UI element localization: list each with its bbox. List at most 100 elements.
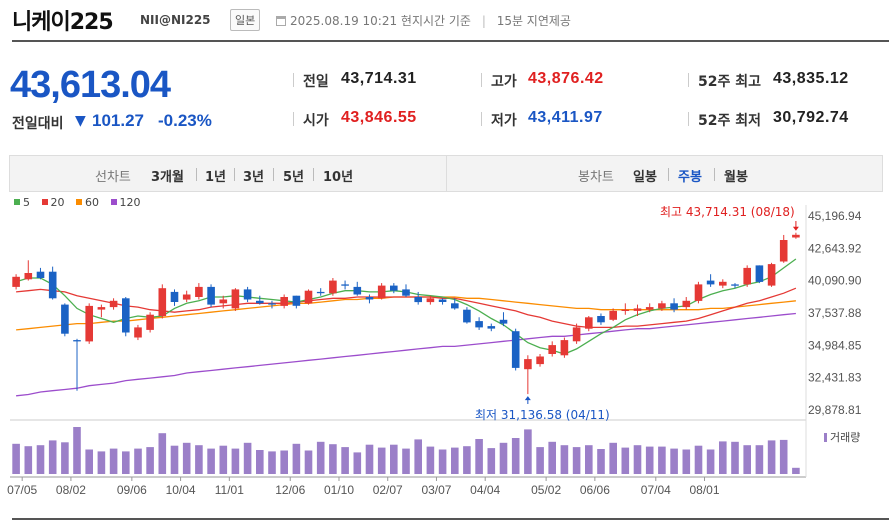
candle-body bbox=[97, 307, 106, 310]
ma-line-60 bbox=[16, 296, 796, 331]
volume-bar bbox=[487, 448, 496, 474]
volume-bar bbox=[414, 439, 422, 474]
tab-period-10y[interactable]: 10년 bbox=[323, 170, 354, 185]
volume-bar bbox=[572, 447, 581, 474]
candle-body bbox=[463, 309, 471, 323]
stat-value-prev: 43,714.31 bbox=[341, 70, 417, 87]
stat-separator bbox=[481, 112, 482, 126]
volume-bar bbox=[231, 448, 240, 474]
x-tick-label: 12/06 bbox=[275, 483, 305, 497]
volume-bar bbox=[633, 445, 642, 474]
tab-weekly[interactable]: 주봉 bbox=[678, 170, 702, 185]
volume-bar bbox=[694, 445, 703, 474]
volume-bar bbox=[767, 440, 776, 474]
x-tick-label: 09/06 bbox=[117, 483, 147, 497]
candle-body bbox=[182, 294, 191, 300]
volume-bar bbox=[353, 452, 362, 474]
stat-label-open: 시가 bbox=[303, 113, 329, 129]
low-annotation: 최저 31,136.58 (04/11) bbox=[475, 408, 610, 422]
ma-line-120 bbox=[16, 312, 796, 397]
x-tick-label: 06/06 bbox=[580, 483, 610, 497]
x-tick-label: 07/04 bbox=[641, 483, 671, 497]
stat-separator bbox=[688, 73, 689, 87]
legend-ma120: 120 bbox=[110, 196, 141, 209]
volume-bar bbox=[170, 445, 179, 474]
volume-bar bbox=[36, 445, 45, 474]
candle-body bbox=[256, 300, 264, 304]
candle-body bbox=[341, 284, 349, 286]
x-tick-label: 04/04 bbox=[470, 483, 500, 497]
tab-separator bbox=[668, 168, 669, 181]
volume-bar bbox=[329, 444, 337, 474]
candle-chart-label: 봉차트 bbox=[578, 170, 614, 185]
candle-body bbox=[329, 280, 337, 294]
volume-bar bbox=[658, 446, 666, 474]
candle-body bbox=[24, 273, 33, 280]
candle-body bbox=[195, 286, 203, 297]
volume-bar bbox=[365, 444, 374, 474]
volume-bar bbox=[207, 448, 215, 474]
header-divider bbox=[12, 40, 889, 42]
volume-bar bbox=[560, 445, 569, 474]
tab-daily[interactable]: 일봉 bbox=[633, 170, 657, 185]
country-badge: 일본 bbox=[230, 9, 261, 31]
legend-swatch-ma20 bbox=[41, 199, 48, 205]
volume-bar bbox=[426, 446, 435, 474]
volume-bar bbox=[390, 444, 398, 474]
candle-body bbox=[61, 304, 69, 334]
high-annotation: 최고 43,714.31 (08/18) bbox=[660, 205, 795, 219]
tab-separator bbox=[196, 168, 197, 181]
y-tick-label: 45,196.94 bbox=[808, 209, 862, 223]
candle-body bbox=[85, 305, 93, 342]
tab-period-3m[interactable]: 3개월 bbox=[151, 170, 184, 185]
candle-body bbox=[73, 340, 81, 342]
candle-body bbox=[597, 316, 605, 323]
volume-bar bbox=[475, 439, 483, 474]
candle-body bbox=[524, 359, 532, 370]
volume-bar bbox=[122, 451, 130, 474]
candle-body bbox=[316, 291, 325, 294]
tab-period-1y[interactable]: 1년 bbox=[205, 170, 227, 185]
volume-bar bbox=[524, 429, 532, 474]
legend-ma60: 60 bbox=[76, 196, 99, 209]
stat-value-52w-high: 43,835.12 bbox=[773, 70, 849, 87]
candle-body bbox=[694, 284, 703, 301]
candle-body bbox=[390, 285, 398, 291]
stat-value-open: 43,846.55 bbox=[341, 109, 417, 126]
candle-body bbox=[146, 314, 154, 330]
tab-period-3y[interactable]: 3년 bbox=[243, 170, 265, 185]
stat-separator bbox=[293, 112, 294, 126]
candle-body bbox=[706, 280, 715, 285]
tab-bar-divider bbox=[446, 155, 447, 192]
candle-body bbox=[158, 288, 167, 317]
tab-separator bbox=[234, 168, 235, 181]
tab-period-5y[interactable]: 5년 bbox=[283, 170, 305, 185]
ticker-symbol: NII@NI225 bbox=[140, 13, 211, 27]
candle-body bbox=[731, 284, 739, 286]
time-info: 2025.08.19 10:21 현지시간 기준 | 15분 지연제공 bbox=[276, 12, 571, 29]
volume-bar bbox=[243, 442, 252, 474]
candle-body bbox=[658, 303, 666, 309]
stat-value-high: 43,876.42 bbox=[528, 70, 604, 87]
change-percent: -0.23% bbox=[158, 111, 212, 130]
volume-bar bbox=[621, 447, 630, 474]
volume-bar bbox=[670, 448, 678, 474]
candle-body bbox=[682, 300, 691, 308]
volume-legend: 거래량 bbox=[824, 429, 860, 445]
candle-body bbox=[755, 265, 764, 282]
volume-bar bbox=[24, 446, 33, 474]
candle-body bbox=[767, 264, 776, 286]
candle-body bbox=[414, 297, 422, 303]
tab-monthly[interactable]: 월봉 bbox=[724, 170, 748, 185]
timestamp: 2025.08.19 10:21 현지시간 기준 bbox=[290, 14, 471, 28]
candle-body bbox=[268, 303, 276, 305]
volume-bar bbox=[146, 447, 154, 474]
volume-bar bbox=[585, 445, 593, 474]
high-arrow-head bbox=[792, 226, 799, 231]
volume-bar bbox=[597, 449, 605, 474]
stat-label-low: 저가 bbox=[491, 113, 517, 129]
candle-body bbox=[438, 299, 447, 302]
candle-body bbox=[645, 307, 654, 310]
stat-label-high: 고가 bbox=[491, 74, 517, 90]
